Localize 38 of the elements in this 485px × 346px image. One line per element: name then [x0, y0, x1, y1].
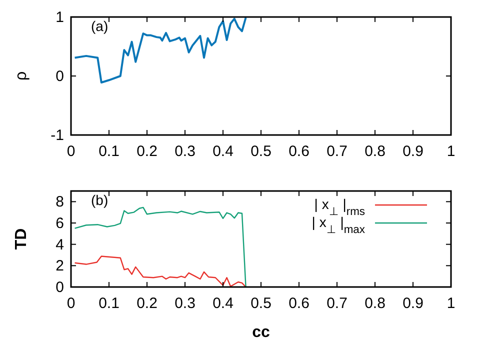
x-tick-label: 0.9 [402, 143, 424, 160]
x-tick-label: 0.5 [250, 143, 272, 160]
y-tick-label: -1 [50, 127, 64, 144]
y-tick-label: 0 [56, 68, 64, 85]
y-tick-label: 2 [56, 258, 64, 275]
x-tick-label: 0.8 [364, 295, 386, 312]
annotation: (a) [91, 18, 108, 34]
y-tick-label: 1 [56, 9, 64, 26]
x-tick-label: 0.3 [174, 295, 196, 312]
y-tick-label: 6 [56, 215, 64, 232]
x-tick-label: 0.6 [288, 295, 310, 312]
x-tick-label: 0.4 [212, 295, 234, 312]
y-tick-label: 8 [56, 194, 64, 211]
x-axis-title: cc [252, 324, 270, 341]
x-tick-label: 0.4 [212, 143, 234, 160]
x-tick-label: 1 [446, 295, 456, 312]
x-tick-label: 0.1 [98, 295, 120, 312]
x-tick-label: 0.2 [136, 295, 158, 312]
y-axis-title: TD [13, 228, 30, 250]
x-tick-label: 0.7 [326, 295, 348, 312]
x-tick-label: 0 [66, 143, 76, 160]
x-tick-label: 0.5 [250, 295, 272, 312]
y-axis-title: ρ [13, 71, 30, 81]
y-tick-label: 0 [56, 279, 64, 296]
x-tick-label: 0.9 [402, 295, 424, 312]
line-series [74, 256, 246, 288]
y-tick-label: 4 [56, 236, 64, 254]
x-tick-label: 1 [446, 143, 456, 160]
x-tick-label: 0 [66, 295, 76, 312]
x-tick-label: 0.3 [174, 143, 196, 160]
x-tick-label: 0.8 [364, 143, 386, 160]
x-tick-label: 0.1 [98, 143, 120, 160]
annotation: (b) [91, 192, 108, 208]
x-tick-label: 0.7 [326, 143, 348, 160]
x-tick-label: 0.6 [288, 143, 310, 160]
line-series [74, 16, 247, 84]
x-tick-label: 0.2 [136, 143, 158, 160]
line-series [74, 206, 246, 288]
